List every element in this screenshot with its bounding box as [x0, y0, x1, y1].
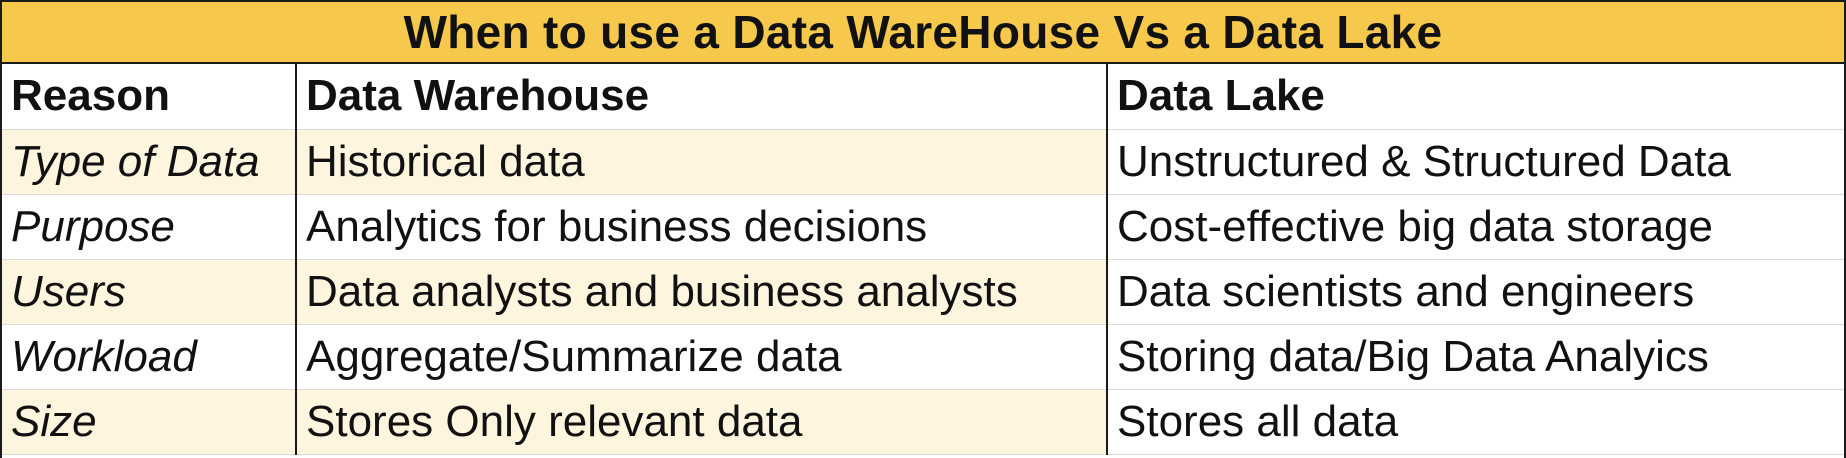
warehouse-cell: Historical data [296, 129, 1108, 195]
reason-cell: Workload [2, 324, 297, 390]
lake-cell: Stores all data [1107, 389, 1844, 455]
reason-cell: Size [2, 389, 297, 455]
table-row: Purpose Analytics for business decisions… [2, 194, 1844, 260]
table-row: Size Stores Only relevant data Stores al… [2, 389, 1844, 455]
reason-cell: Users [2, 259, 297, 325]
reason-cell: Purpose [2, 194, 297, 260]
warehouse-cell: Stores Only relevant data [296, 389, 1108, 455]
warehouse-cell: Aggregate/Summarize data [296, 324, 1108, 390]
header-data-warehouse: Data Warehouse [296, 64, 1108, 130]
lake-cell: Data scientists and engineers [1107, 259, 1844, 325]
lake-cell: Cost-effective big data storage [1107, 194, 1844, 260]
header-data-lake: Data Lake [1107, 64, 1844, 130]
lake-cell: Storing data/Big Data Analyics [1107, 324, 1844, 390]
table-row: Workload Aggregate/Summarize data Storin… [2, 324, 1844, 390]
warehouse-cell: Analytics for business decisions [296, 194, 1108, 260]
table-title: When to use a Data WareHouse Vs a Data L… [2, 2, 1844, 64]
lake-cell: Unstructured & Structured Data [1107, 129, 1844, 195]
warehouse-cell: Data analysts and business analysts [296, 259, 1108, 325]
header-reason: Reason [2, 64, 297, 130]
header-row: Reason Data Warehouse Data Lake [2, 64, 1844, 130]
table-row: Type of Data Historical data Unstructure… [2, 129, 1844, 195]
reason-cell: Type of Data [2, 129, 297, 195]
table-row: Users Data analysts and business analyst… [2, 259, 1844, 325]
comparison-table: Reason Data Warehouse Data Lake Type of … [2, 64, 1844, 455]
